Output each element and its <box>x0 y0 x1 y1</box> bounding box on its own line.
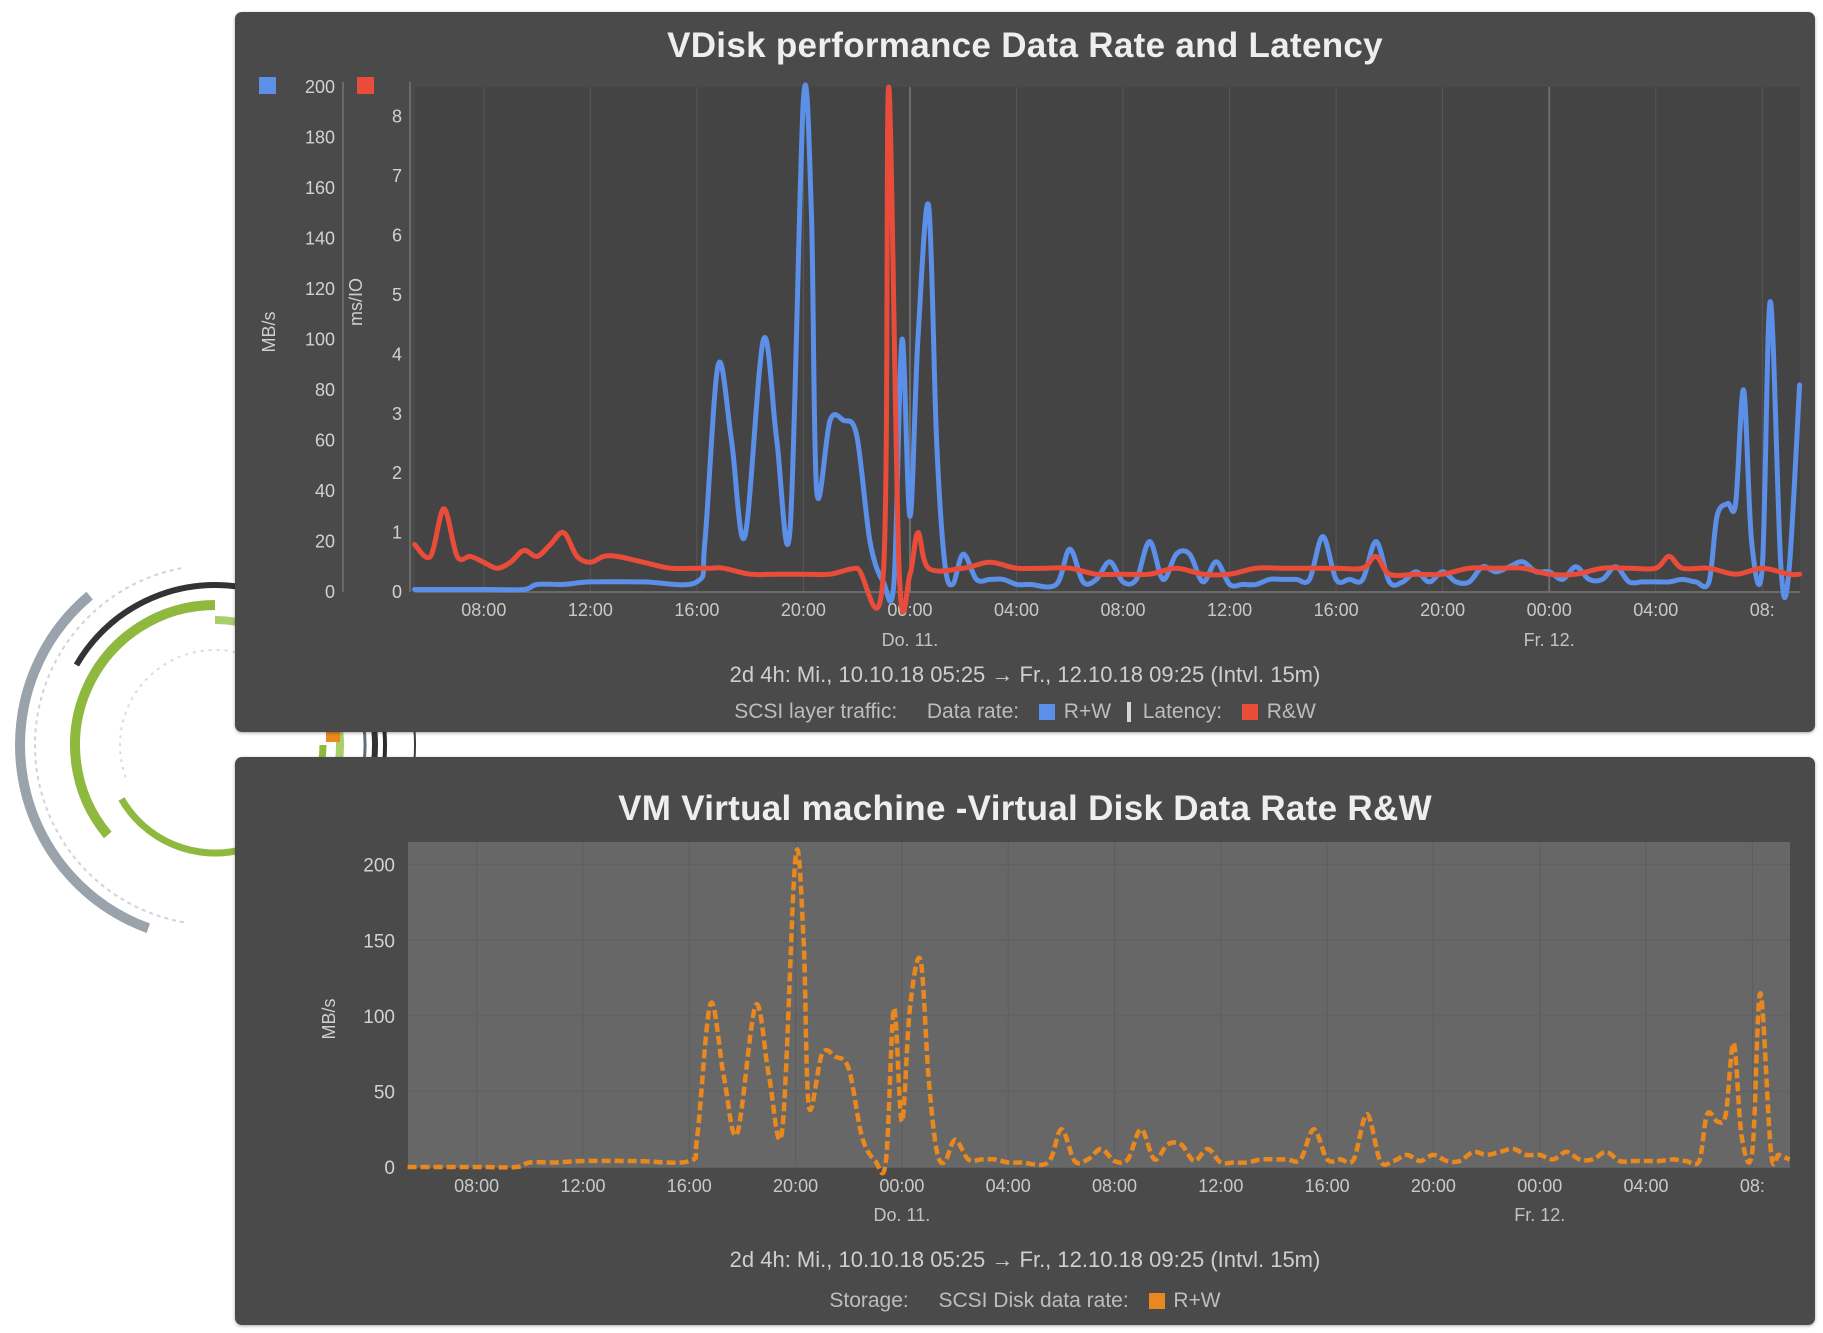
x-day-label: Do. 11. <box>882 630 939 650</box>
y-tick-label: 0 <box>384 1158 395 1179</box>
y-left-tick-label: 80 <box>315 380 335 400</box>
x-tick-label: 20:00 <box>781 600 826 620</box>
y-left-tick-label: 100 <box>305 330 335 350</box>
y-right-tick-label: 1 <box>392 523 402 543</box>
x-tick-label: 08: <box>1740 1176 1765 1196</box>
x-tick-label: 16:00 <box>1305 1176 1350 1196</box>
y-right-tick-label: 5 <box>392 285 402 305</box>
decorative-arc <box>70 600 216 839</box>
y-left-tick-label: 0 <box>325 582 335 602</box>
x-tick-label: 20:00 <box>1420 600 1465 620</box>
x-tick-label: 12:00 <box>1198 1176 1243 1196</box>
x-tick-label: 08:00 <box>1101 600 1146 620</box>
x-tick-label: 12:00 <box>1207 600 1252 620</box>
x-tick-label: 12:00 <box>560 1176 605 1196</box>
y-left-tick-label: 60 <box>315 431 335 451</box>
y-tick-label: 200 <box>363 856 395 877</box>
y-right-axis-label: ms/IO <box>346 278 366 326</box>
latency-swatch-icon[interactable] <box>1241 704 1258 721</box>
x-tick-label: 08:00 <box>461 600 506 620</box>
vm-chart: 08:00 12:00 16:00 20:00 00:00 04:00 08:00 12:00… <box>319 842 1791 1225</box>
storage-swatch-icon[interactable] <box>1148 1293 1165 1310</box>
vm-legend: Storage: SCSI Disk data rate: R+W <box>235 1289 1815 1313</box>
x-tick-label: 04:00 <box>1633 600 1678 620</box>
y-left-tick-label: 160 <box>305 178 335 198</box>
plot-area <box>408 842 1790 1167</box>
y-left-tick-label: 140 <box>305 229 335 249</box>
y-right-tick-label: 2 <box>392 463 402 483</box>
legend-latency-item[interactable]: R&W <box>1266 700 1316 724</box>
vdisk-chart-panel: 08:00 12:00 16:00 20:00 00:00 04:00 08:00 12:00… <box>235 12 1815 732</box>
y-left-axis-label: MB/s <box>259 311 279 352</box>
x-tick-label: 04:00 <box>1624 1176 1669 1196</box>
legend-data-rate-item[interactable]: R+W <box>1063 700 1112 724</box>
x-tick-label: 08:00 <box>1092 1176 1137 1196</box>
y-right-tick-label: 6 <box>392 226 402 246</box>
vdisk-legend: SCSI layer traffic: Data rate: R+W Laten… <box>235 700 1815 724</box>
plot-area <box>415 87 1800 592</box>
y-left-tick-label: 180 <box>305 128 335 148</box>
y-right-tick-label: 0 <box>392 582 402 602</box>
legend-group-label: Storage: <box>829 1289 909 1313</box>
decorative-arc <box>34 566 184 924</box>
x-tick-label: 08:00 <box>454 1176 499 1196</box>
x-tick-label: 12:00 <box>568 600 613 620</box>
vdisk-time-range: 2d 4h: Mi., 10.10.18 05:25 → Fr., 12.10.… <box>729 662 1321 687</box>
legend-separator <box>1126 702 1131 723</box>
x-tick-label: 20:00 <box>773 1176 818 1196</box>
x-tick-label: 00:00 <box>879 1176 924 1196</box>
x-tick-label: 00:00 <box>1517 1176 1562 1196</box>
x-tick-label: 04:00 <box>994 600 1039 620</box>
y-left-tick-label: 20 <box>315 532 335 552</box>
series-line <box>412 84 1803 615</box>
legend-latency-label: Latency: <box>1142 700 1223 724</box>
x-tick-label: 00:00 <box>887 600 932 620</box>
x-tick-label: 00:00 <box>1527 600 1572 620</box>
legend-data-rate-label: Data rate: <box>926 700 1020 724</box>
x-tick-label: 08: <box>1750 600 1775 620</box>
y-right-tick-label: 4 <box>392 344 402 364</box>
y-left-tick-label: 200 <box>305 77 335 97</box>
x-day-label: Fr. 12. <box>1524 630 1575 650</box>
legend-storage-item[interactable]: R+W <box>1173 1289 1221 1313</box>
y-axis-label: MB/s <box>319 998 339 1039</box>
y-tick-label: 50 <box>374 1082 395 1103</box>
legend-group-label: SCSI layer traffic: <box>734 700 898 724</box>
x-tick-label: 16:00 <box>1314 600 1359 620</box>
x-tick-label: 04:00 <box>986 1176 1031 1196</box>
x-day-label: Fr. 12. <box>1514 1205 1565 1225</box>
x-day-label: Do. 11. <box>874 1205 931 1225</box>
y-left-tick-label: 120 <box>305 279 335 299</box>
y-tick-label: 100 <box>363 1007 395 1028</box>
y-right-tick-label: 3 <box>392 404 402 424</box>
x-tick-label: 20:00 <box>1411 1176 1456 1196</box>
vdisk-chart-title: VDisk performance Data Rate and Latency <box>667 26 1383 65</box>
y-right-tick-label: 7 <box>392 166 402 186</box>
y-left-series-swatch-icon <box>259 77 276 94</box>
legend-storage-label: SCSI Disk data rate: <box>938 1289 1129 1313</box>
vm-chart-panel: 08:00 12:00 16:00 20:00 00:00 04:00 08:00 12:00… <box>235 757 1815 1325</box>
series-line <box>407 847 1791 1176</box>
x-tick-label: 16:00 <box>667 1176 712 1196</box>
series-line <box>412 82 1803 604</box>
vm-time-range: 2d 4h: Mi., 10.10.18 05:25 → Fr., 12.10.… <box>729 1247 1321 1272</box>
decorative-arc <box>119 649 299 778</box>
decorative-arc <box>15 591 151 933</box>
y-right-series-swatch-icon <box>357 77 374 94</box>
y-right-tick-label: 8 <box>392 107 402 127</box>
y-tick-label: 150 <box>363 931 395 952</box>
vdisk-chart: 08:00 12:00 16:00 20:00 00:00 04:00 08:00 12:00… <box>259 77 1803 650</box>
data-rate-swatch-icon[interactable] <box>1038 704 1055 721</box>
x-tick-label: 16:00 <box>674 600 719 620</box>
vm-chart-title: VM Virtual machine -Virtual Disk Data Ra… <box>618 789 1432 828</box>
y-left-tick-label: 40 <box>315 481 335 501</box>
